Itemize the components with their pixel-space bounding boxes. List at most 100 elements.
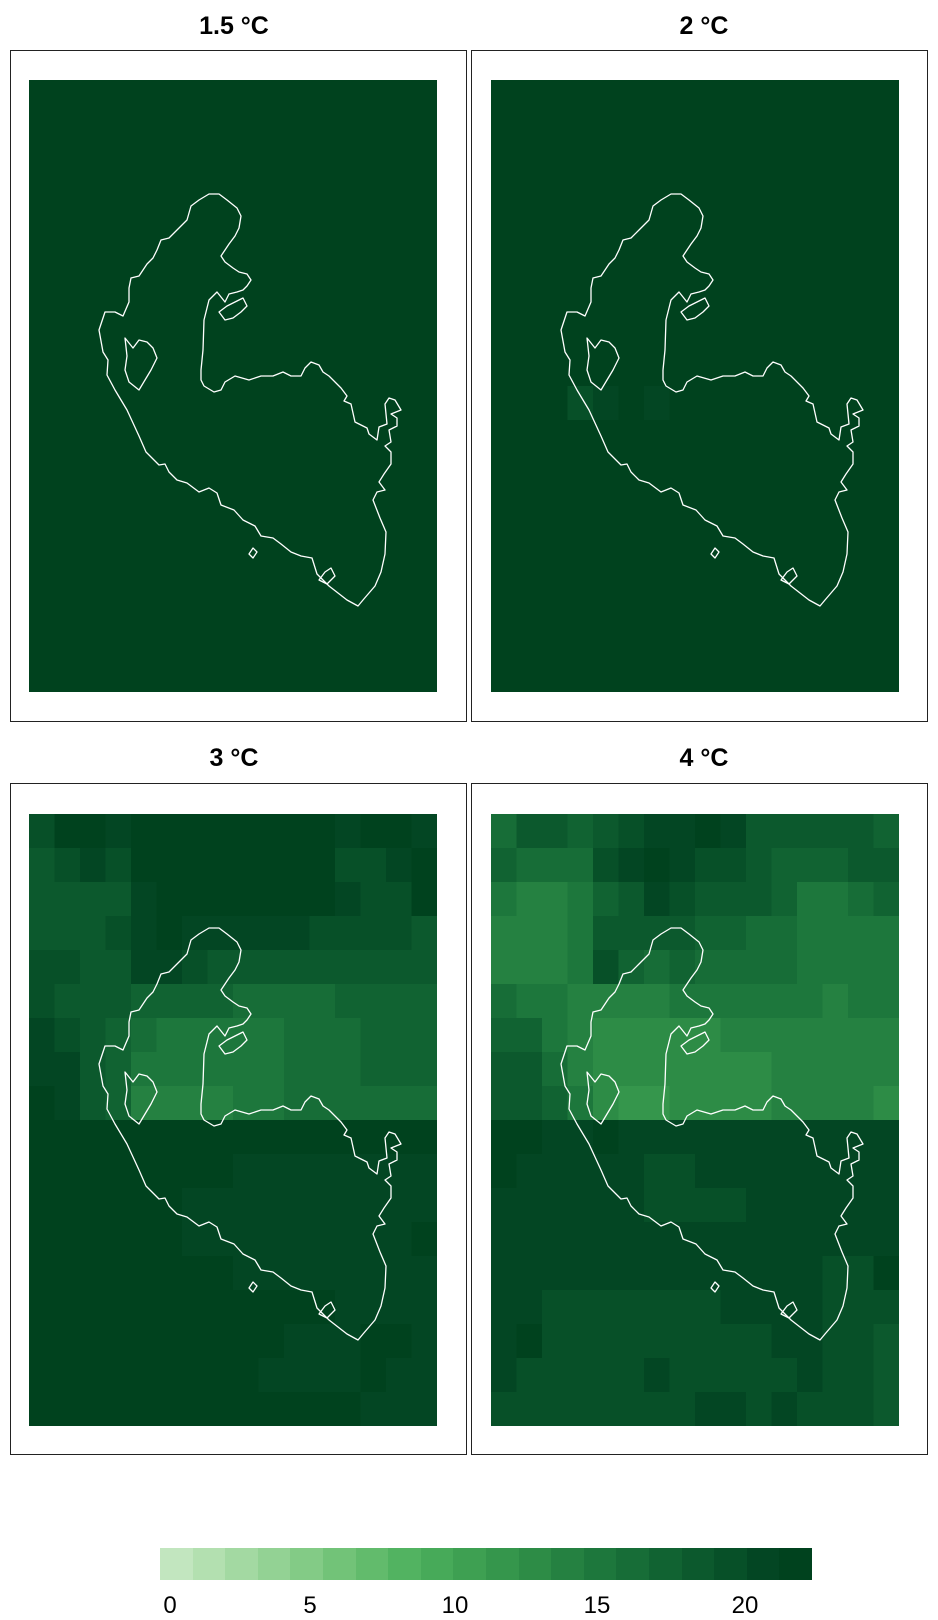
- heatmap-cell: [491, 1222, 517, 1257]
- heatmap-cell: [106, 1392, 132, 1426]
- heatmap-cell: [80, 1086, 106, 1121]
- heatmap-cell: [670, 984, 696, 1019]
- heatmap-cell: [542, 1120, 568, 1155]
- heatmap-cell: [208, 882, 234, 917]
- heatmap-cell: [259, 848, 285, 883]
- heatmap-cell: [335, 950, 361, 985]
- heatmap-cell: [80, 1256, 106, 1291]
- heatmap-cell: [670, 1256, 696, 1291]
- heatmap-cell: [106, 1324, 132, 1359]
- heatmap-cell: [772, 1358, 798, 1393]
- heatmap-cell: [517, 984, 543, 1019]
- heatmap-cell: [310, 848, 336, 883]
- heatmap-cell: [670, 1358, 696, 1393]
- heatmap-cell: [593, 1290, 619, 1325]
- heatmap-cell: [772, 848, 798, 883]
- heatmap-cell: [259, 1290, 285, 1325]
- heatmap-cell: [386, 814, 412, 849]
- heatmap-svg: [491, 814, 899, 1426]
- heatmap-cell: [568, 1358, 594, 1393]
- heatmap-cell: [823, 1120, 849, 1155]
- heatmap-cell: [644, 882, 670, 917]
- heatmap-cell: [848, 1392, 874, 1426]
- legend-tick-label: 5: [303, 1592, 316, 1620]
- heatmap-cell: [412, 882, 438, 917]
- heatmap-cell: [848, 1324, 874, 1359]
- heatmap-cell: [208, 1052, 234, 1087]
- heatmap-cell: [310, 1256, 336, 1291]
- heatmap-cell: [335, 1290, 361, 1325]
- heatmap-cell: [721, 950, 747, 985]
- heatmap-cell: [848, 1018, 874, 1053]
- heatmap-cell: [874, 1222, 900, 1257]
- heatmap-cell: [55, 1392, 81, 1426]
- heatmap-cell: [259, 1392, 285, 1426]
- heatmap-cell: [29, 1052, 55, 1087]
- heatmap-cell: [106, 1086, 132, 1121]
- heatmap-cell: [619, 882, 645, 917]
- heatmap-cell: [746, 1392, 772, 1426]
- heatmap-cell: [517, 1188, 543, 1223]
- heatmap-cell: [517, 1086, 543, 1121]
- heatmap-cell: [721, 1392, 747, 1426]
- map-3c: [29, 814, 437, 1426]
- heatmap-cell: [233, 916, 259, 951]
- heatmap-cell: [29, 882, 55, 917]
- heatmap-cell: [55, 1018, 81, 1053]
- heatmap-cell: [593, 386, 619, 420]
- heatmap-cell: [157, 882, 183, 917]
- heatmap-cell: [619, 1052, 645, 1087]
- heatmap-cell: [568, 814, 594, 849]
- heatmap-cell: [593, 814, 619, 849]
- legend-color-cell: [649, 1548, 682, 1580]
- heatmap-cell: [284, 1188, 310, 1223]
- map-4c: [491, 814, 899, 1426]
- heatmap-cell: [386, 1256, 412, 1291]
- heatmap-cell: [106, 882, 132, 917]
- heatmap-cell: [131, 1256, 157, 1291]
- heatmap-cell: [644, 848, 670, 883]
- heatmap-cell: [848, 1358, 874, 1393]
- heatmap-cell: [721, 1086, 747, 1121]
- heatmap-cell: [412, 848, 438, 883]
- heatmap-cell: [619, 950, 645, 985]
- heatmap-cell: [55, 916, 81, 951]
- heatmap-cell: [746, 1256, 772, 1291]
- heatmap-cell: [233, 1392, 259, 1426]
- heatmap-cell: [517, 1120, 543, 1155]
- heatmap-cell: [823, 950, 849, 985]
- heatmap-cell: [721, 1052, 747, 1087]
- heatmap-cell: [412, 1392, 438, 1426]
- legend-tick-label: 20: [732, 1592, 759, 1620]
- heatmap-cell: [746, 1222, 772, 1257]
- heatmap-cell: [644, 1324, 670, 1359]
- heatmap-cell: [361, 1324, 387, 1359]
- heatmap-cell: [208, 950, 234, 985]
- heatmap-cell: [568, 1256, 594, 1291]
- heatmap-cell: [695, 1086, 721, 1121]
- heatmap-cell: [386, 1290, 412, 1325]
- heatmap-cell: [491, 984, 517, 1019]
- heatmap-cell: [772, 916, 798, 951]
- heatmap-cell: [517, 950, 543, 985]
- heatmap-cell: [695, 1154, 721, 1189]
- heatmap-cell: [131, 814, 157, 849]
- heatmap-cell: [233, 1222, 259, 1257]
- heatmap-cell: [491, 1188, 517, 1223]
- heatmap-cell: [29, 1018, 55, 1053]
- heatmap-cell: [517, 1018, 543, 1053]
- heatmap-cell: [491, 1018, 517, 1053]
- heatmap-cell: [182, 1256, 208, 1291]
- heatmap-cell: [80, 950, 106, 985]
- heatmap-cell: [517, 1256, 543, 1291]
- heatmap-cell: [721, 1290, 747, 1325]
- legend-tick-label: 0: [163, 1592, 176, 1620]
- heatmap-cell: [593, 848, 619, 883]
- heatmap-cell: [542, 984, 568, 1019]
- heatmap-cell: [284, 1086, 310, 1121]
- heatmap-cell: [619, 1392, 645, 1426]
- heatmap-cell: [55, 1324, 81, 1359]
- heatmap-cell: [797, 984, 823, 1019]
- heatmap-cell: [746, 1086, 772, 1121]
- heatmap-cell: [361, 1392, 387, 1426]
